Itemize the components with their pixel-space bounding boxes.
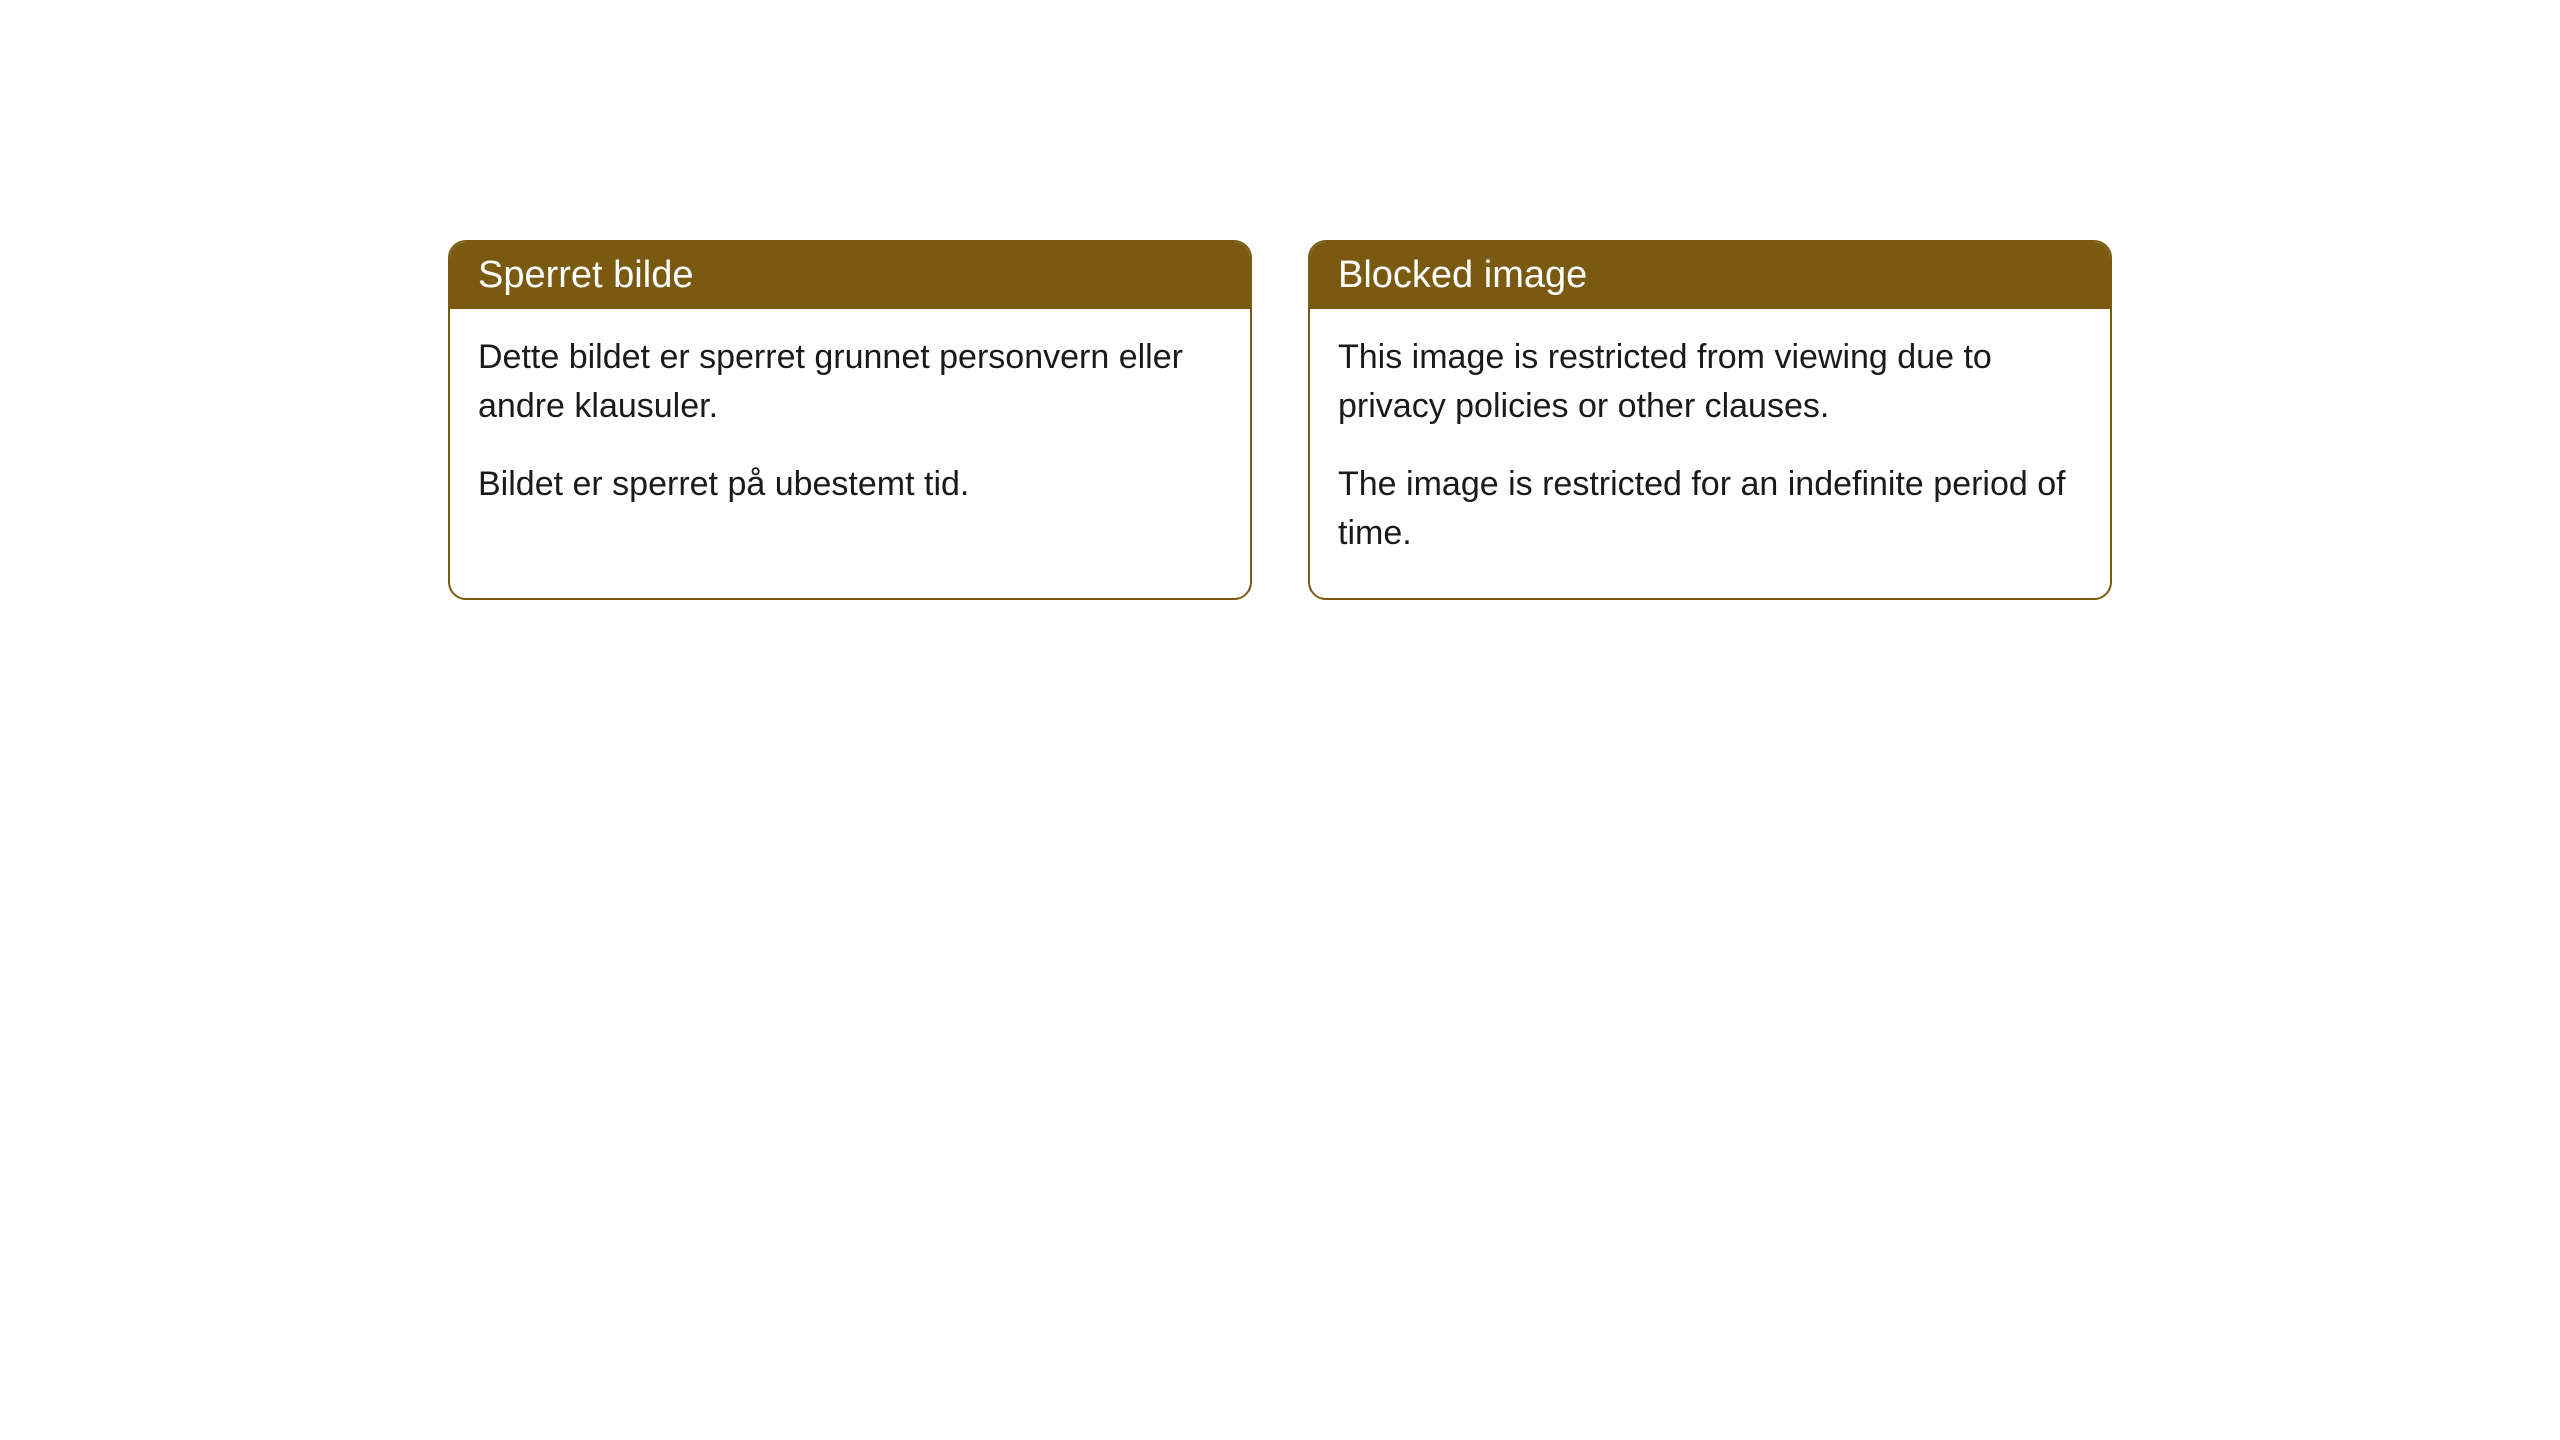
blocked-image-card-english: Blocked image This image is restricted f… [1308,240,2112,600]
card-header: Sperret bilde [450,242,1250,309]
card-paragraph: Bildet er sperret på ubestemt tid. [478,460,1222,509]
card-body: This image is restricted from viewing du… [1310,309,2110,598]
card-paragraph: Dette bildet er sperret grunnet personve… [478,333,1222,432]
card-title: Blocked image [1338,254,1587,296]
blocked-image-card-norwegian: Sperret bilde Dette bildet er sperret gr… [448,240,1252,600]
card-body: Dette bildet er sperret grunnet personve… [450,309,1250,549]
card-header: Blocked image [1310,242,2110,309]
card-paragraph: This image is restricted from viewing du… [1338,333,2082,432]
card-paragraph: The image is restricted for an indefinit… [1338,460,2082,559]
card-title: Sperret bilde [478,254,693,296]
notice-cards-container: Sperret bilde Dette bildet er sperret gr… [448,240,2112,600]
